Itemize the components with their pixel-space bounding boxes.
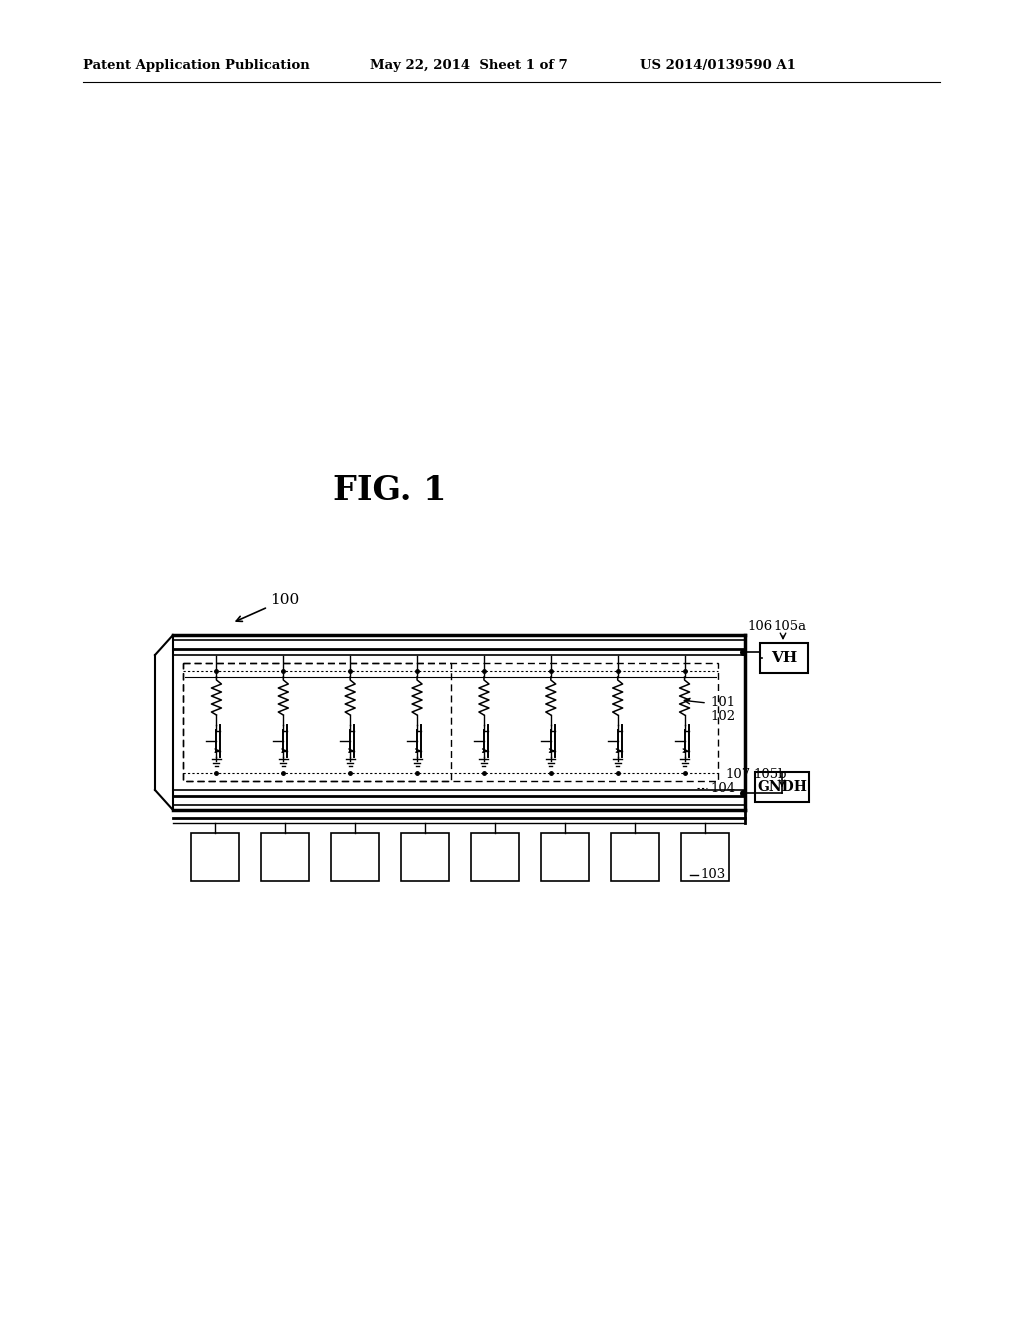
Text: 100: 100 bbox=[270, 593, 299, 607]
Bar bbox=[541, 833, 589, 880]
Text: May 22, 2014  Sheet 1 of 7: May 22, 2014 Sheet 1 of 7 bbox=[370, 58, 567, 71]
Bar bbox=[401, 833, 449, 880]
Bar bbox=[261, 833, 309, 880]
Text: FIG. 1: FIG. 1 bbox=[333, 474, 446, 507]
Text: VH: VH bbox=[771, 651, 797, 665]
Text: 105b: 105b bbox=[753, 768, 786, 781]
Bar bbox=[760, 643, 808, 673]
Text: Patent Application Publication: Patent Application Publication bbox=[83, 58, 309, 71]
Text: 103: 103 bbox=[700, 869, 725, 882]
Text: 106: 106 bbox=[746, 620, 772, 634]
Text: 105a: 105a bbox=[773, 620, 806, 634]
Bar bbox=[611, 833, 659, 880]
Text: 104: 104 bbox=[710, 781, 735, 795]
Bar bbox=[755, 772, 809, 803]
Text: GNDH: GNDH bbox=[757, 780, 807, 795]
Bar bbox=[191, 833, 239, 880]
Bar bbox=[183, 663, 718, 781]
Bar bbox=[331, 833, 379, 880]
Text: 101: 101 bbox=[710, 697, 735, 710]
Text: 107: 107 bbox=[725, 768, 751, 781]
Text: 102: 102 bbox=[710, 710, 735, 723]
Bar bbox=[681, 833, 729, 880]
Bar bbox=[471, 833, 519, 880]
Text: US 2014/0139590 A1: US 2014/0139590 A1 bbox=[640, 58, 796, 71]
Bar bbox=[183, 663, 451, 781]
